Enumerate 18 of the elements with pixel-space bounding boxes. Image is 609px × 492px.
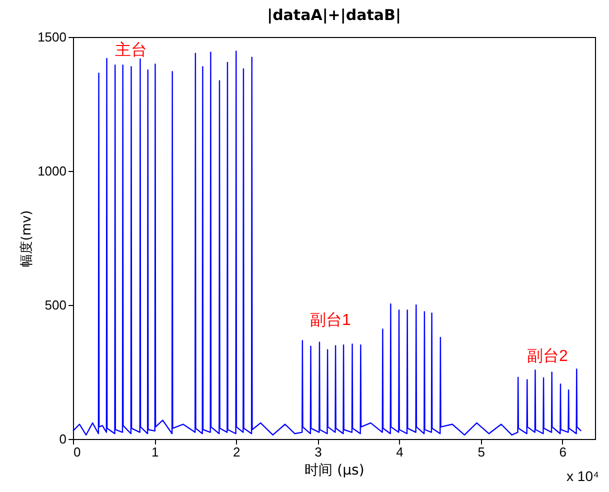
x-tick-label: 0 [74, 444, 81, 460]
y-tick-label: 0 [59, 432, 66, 446]
annotation: 主台 [115, 40, 147, 61]
y-axis-title: 幅度(mv) [18, 210, 35, 267]
y-tick-label: 1500 [38, 30, 66, 44]
annotation: 副台1 [310, 311, 351, 331]
y-tick-label: 1000 [38, 164, 66, 178]
annotation: 副台2 [527, 347, 568, 367]
x-tick-label: 4 [396, 444, 404, 460]
y-tick-label: 500 [44, 298, 66, 312]
chart-title: |dataA|+|dataB| [267, 6, 401, 24]
text: x 10⁴ [566, 468, 599, 484]
x-tick-label: 5 [478, 444, 485, 460]
x-axis-title: 时间 (μs) [304, 462, 364, 478]
x-tick-label: 6 [559, 444, 566, 460]
x-tick-label: 1 [151, 444, 159, 460]
x-tick-label: 3 [314, 444, 322, 460]
x-tick-label: 2 [233, 444, 240, 460]
